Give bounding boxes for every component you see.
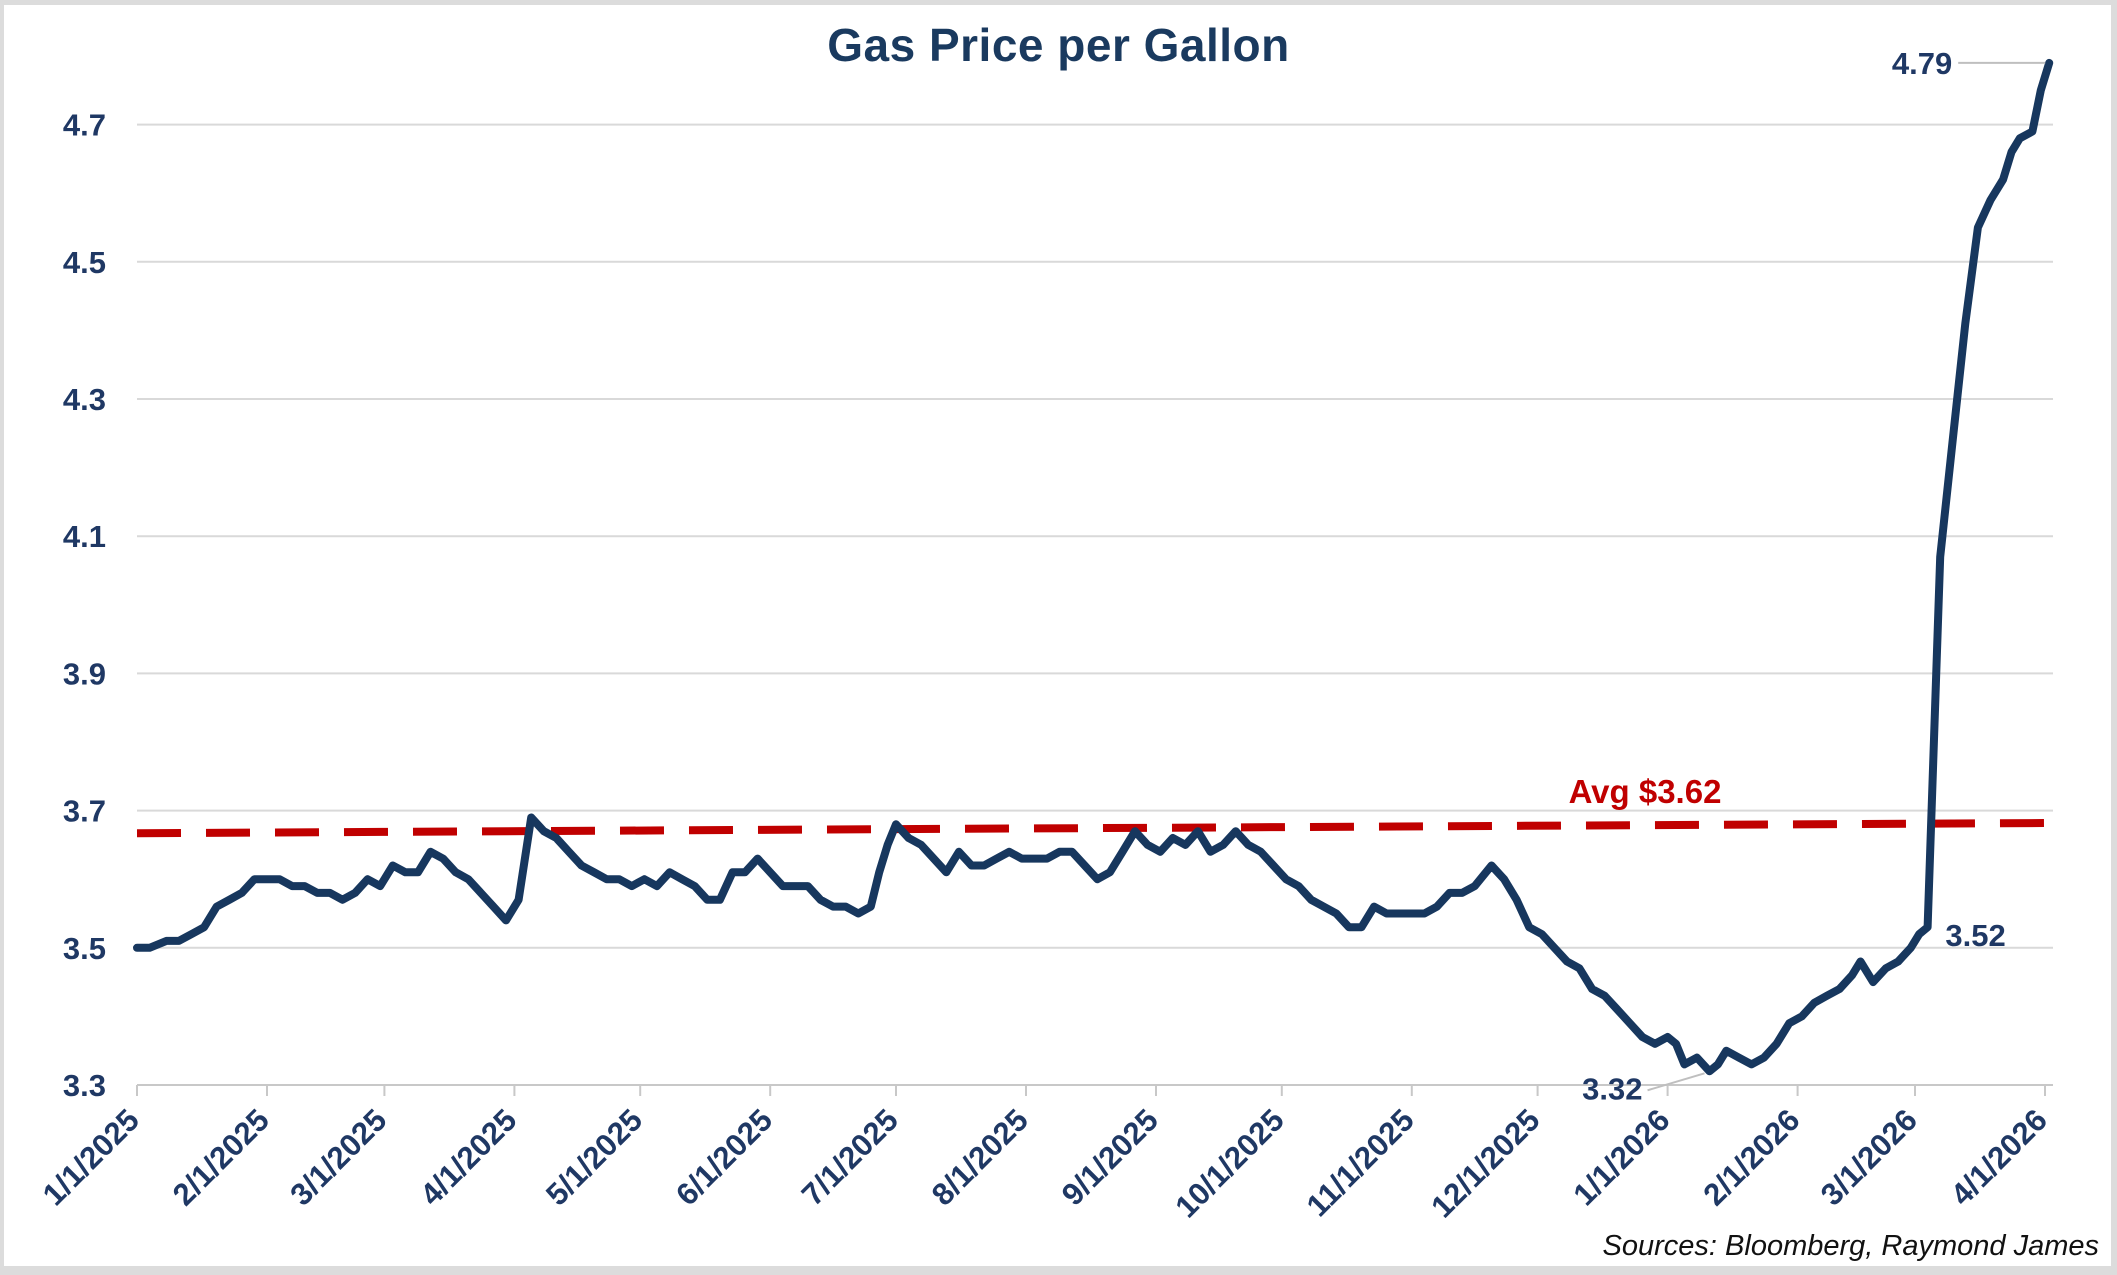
x-axis: 1/1/2025 2/1/2025 3/1/2025 4/1/2025 5/1/2025… xyxy=(36,1084,2054,1224)
x-tick-label: 5/1/2025 xyxy=(539,1102,649,1212)
x-tick-label: 1/1/2026 xyxy=(1566,1102,1676,1212)
y-tick-label: 3.7 xyxy=(63,794,106,829)
x-tick-label: 10/1/2025 xyxy=(1168,1102,1290,1224)
y-tick-label: 3.9 xyxy=(63,656,106,691)
x-tick-label: 8/1/2025 xyxy=(925,1102,1035,1212)
price-line xyxy=(133,58,2054,1076)
annotation-3.52: 3.52 xyxy=(1945,918,2005,953)
annotation-4.79: 4.79 xyxy=(1892,46,1952,81)
y-gridlines xyxy=(137,123,2053,949)
x-tick-label: 12/1/2025 xyxy=(1424,1102,1546,1224)
average-trendline xyxy=(136,818,2057,838)
x-tick-label: 1/1/2025 xyxy=(36,1102,146,1212)
x-tick-label: 9/1/2025 xyxy=(1055,1102,1165,1212)
y-tick-label: 4.5 xyxy=(63,245,106,280)
x-tick-label: 3/1/2026 xyxy=(1814,1102,1924,1212)
y-tick-label: 3.5 xyxy=(63,931,106,966)
annotations: 4.79 3.52 3.32 xyxy=(1582,46,2046,1106)
average-label: Avg $3.62 xyxy=(1569,773,1722,810)
chart-title: Gas Price per Gallon xyxy=(827,19,1290,71)
y-tick-label: 4.3 xyxy=(63,382,106,417)
x-tick-label: 7/1/2025 xyxy=(795,1102,905,1212)
source-note: Sources: Bloomberg, Raymond James xyxy=(1602,1230,2099,1262)
x-tick-label: 4/1/2026 xyxy=(1944,1102,2054,1212)
x-tick-label: 6/1/2025 xyxy=(669,1102,779,1212)
x-tick-label: 2/1/2026 xyxy=(1696,1102,1806,1212)
x-tick-label: 3/1/2025 xyxy=(283,1102,393,1212)
x-tick-label: 4/1/2025 xyxy=(413,1102,523,1212)
y-axis-labels: 3.3 3.5 3.7 3.9 4.1 4.3 4.5 4.7 xyxy=(63,108,106,1103)
leader-line xyxy=(1647,1072,1705,1092)
y-tick-label: 4.7 xyxy=(63,108,106,143)
y-tick-label: 3.3 xyxy=(63,1068,106,1103)
x-tick-label: 2/1/2025 xyxy=(166,1102,276,1212)
x-tick-label: 11/1/2025 xyxy=(1300,1102,1421,1223)
annotation-3.32: 3.32 xyxy=(1582,1071,1642,1106)
y-tick-label: 4.1 xyxy=(63,519,106,554)
